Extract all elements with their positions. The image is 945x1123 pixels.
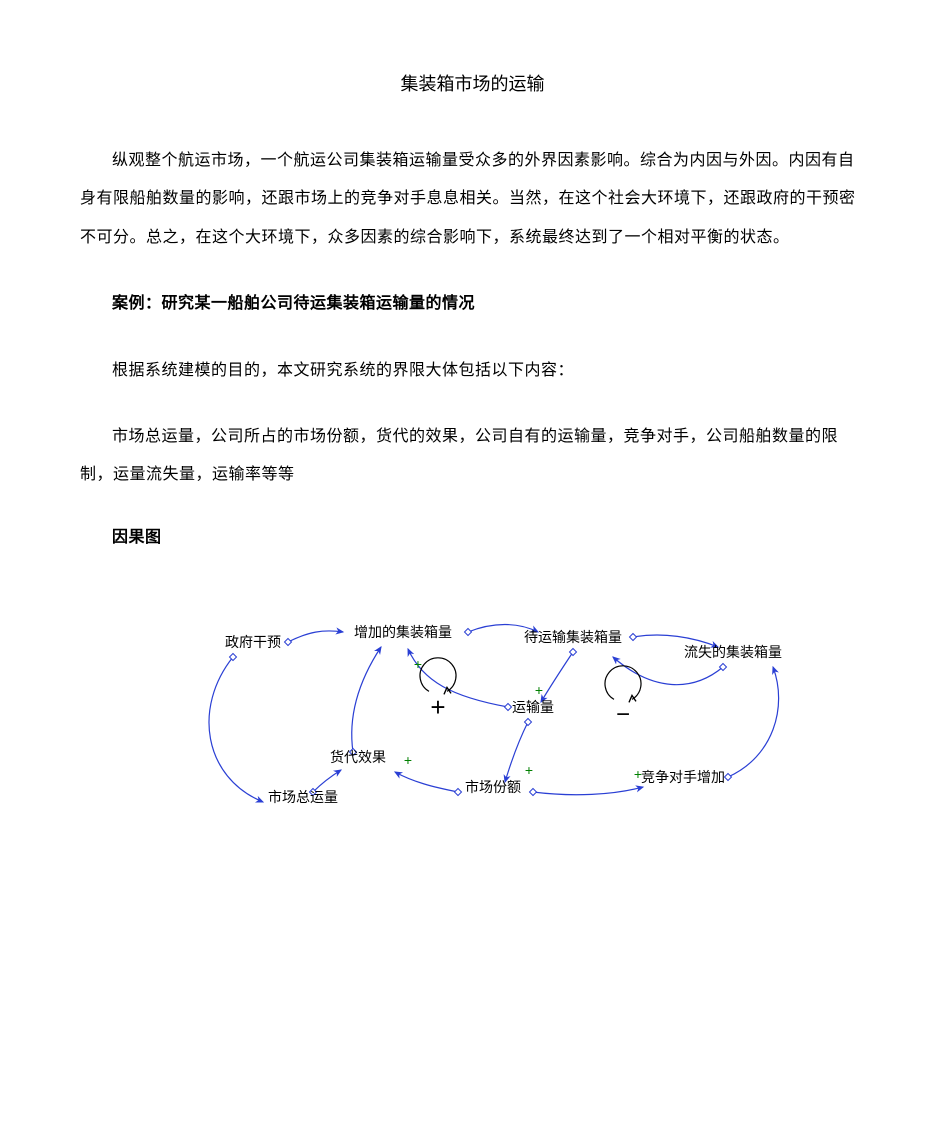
node-share: 市场份额: [465, 779, 521, 795]
node-transport: 运输量: [512, 699, 554, 715]
case-heading: 案例：研究某一船舶公司待运集装箱运输量的情况: [80, 285, 865, 323]
causal-loop-diagram-wrap: +++++ +− 政府干预增加的集装箱量待运输集装箱量流失的集装箱量运输量货代效…: [80, 587, 865, 847]
causal-loop-diagram: +++++ +− 政府干预增加的集装箱量待运输集装箱量流失的集装箱量运输量货代效…: [123, 587, 823, 847]
edge-origin-diamond: [524, 718, 531, 725]
loop-indicator-1: −: [605, 666, 641, 728]
edge-origin-diamond: [724, 773, 731, 780]
node-agent: 货代效果: [330, 749, 386, 765]
node-gov: 政府干预: [225, 634, 281, 650]
edge-gov-incr: [288, 631, 343, 642]
edge-polarity-sign: +: [403, 752, 411, 768]
diagram-heading: 因果图: [80, 523, 865, 547]
node-lost: 流失的集装箱量: [684, 644, 782, 660]
loop-sign: −: [615, 701, 629, 728]
node-incr: 增加的集装箱量: [354, 624, 452, 640]
edge-share-rival: [533, 787, 643, 795]
edge-origin-diamond: [284, 638, 291, 645]
edge-origin-diamond: [454, 788, 461, 795]
edge-origin-diamond: [464, 628, 471, 635]
node-pending: 待运输集装箱量: [524, 629, 622, 645]
scope-paragraph: 根据系统建模的目的，本文研究系统的界限大体包括以下内容：: [80, 352, 865, 390]
node-total: 市场总运量: [268, 789, 338, 805]
edge-lost-pending: [613, 657, 723, 685]
edge-polarity-sign: +: [524, 762, 532, 778]
edge-polarity-sign: +: [534, 682, 542, 698]
page-title: 集装箱市场的运输: [80, 70, 865, 96]
document-page: 集装箱市场的运输 纵观整个航运市场，一个航运公司集装箱运输量受众多的外界因素影响…: [0, 0, 945, 907]
edge-origin-diamond: [504, 703, 511, 710]
edge-pending-transport: [541, 652, 573, 702]
edge-rival-lost: [728, 667, 779, 777]
edge-gov-total: [209, 657, 263, 802]
node-rival: 竞争对手增加: [641, 769, 725, 785]
edge-origin-diamond: [629, 633, 636, 640]
edge-agent-incr: [351, 647, 380, 752]
edge-origin-diamond: [529, 788, 536, 795]
edge-share-agent: [395, 772, 458, 792]
edge-origin-diamond: [569, 648, 576, 655]
loop-sign: +: [430, 692, 445, 722]
factors-paragraph: 市场总运量，公司所占的市场份额，货代的效果，公司自有的运输量，竞争对手，公司船舶…: [80, 418, 865, 495]
intro-paragraph: 纵观整个航运市场，一个航运公司集装箱运输量受众多的外界因素影响。综合为内因与外因…: [80, 142, 865, 257]
edge-transport-incr: [408, 649, 508, 707]
